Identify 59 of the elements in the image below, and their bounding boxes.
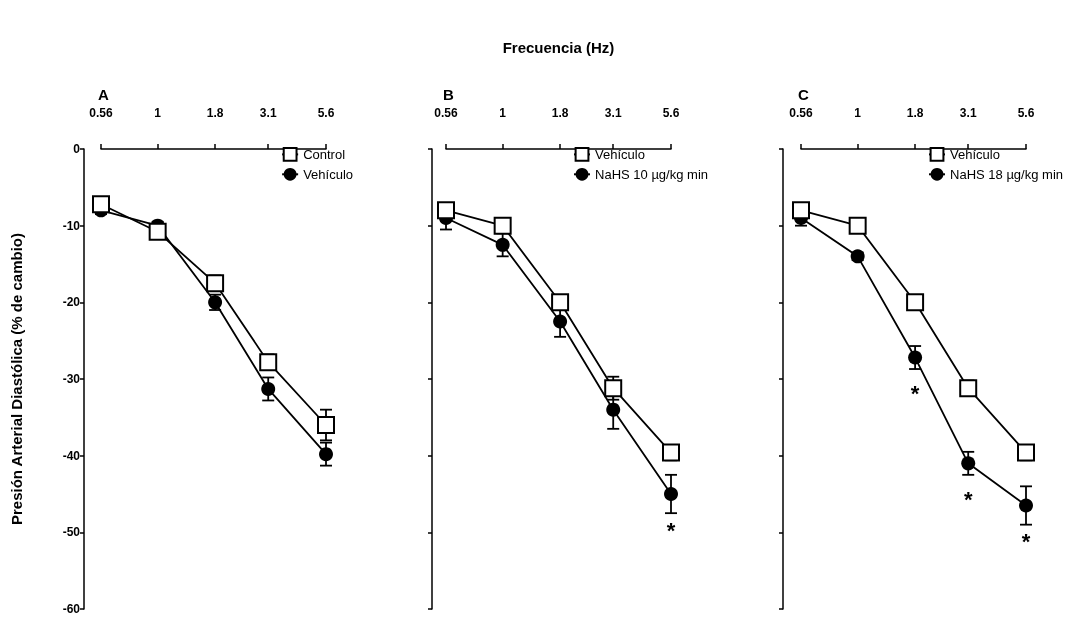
- y-tick-label: -50: [62, 525, 81, 540]
- legend-label: NaHS 18 µg/kg min: [950, 166, 1063, 182]
- point: [848, 216, 867, 235]
- point: [148, 222, 167, 241]
- point: [604, 379, 623, 398]
- point: [959, 379, 978, 398]
- x-tick-label: 1: [854, 106, 862, 120]
- point: [662, 443, 680, 462]
- x-axis-title: Frecuencia (Hz): [502, 39, 615, 56]
- chart-title: B: [443, 86, 454, 103]
- point: [961, 456, 976, 471]
- x-tick-label: 5.6: [317, 106, 335, 120]
- x-tick-label: 3.1: [259, 106, 277, 120]
- annotation: *: [666, 517, 676, 543]
- x-tick-label: 3.1: [604, 106, 622, 120]
- y-tick-label: -20: [62, 295, 81, 310]
- x-tick-label: 0.56: [789, 106, 813, 120]
- x-tick-label: 5.6: [1017, 106, 1035, 120]
- annotation: *: [910, 381, 920, 407]
- point: [664, 487, 678, 501]
- x-tick-label: 1.8: [906, 106, 924, 120]
- legend-label: Vehículo: [595, 146, 645, 162]
- point: [1019, 498, 1033, 513]
- x-tick-label: 1.8: [551, 106, 569, 120]
- legend-label: NaHS 10 µg/kg min: [595, 166, 708, 182]
- chart-title: A: [98, 86, 109, 103]
- point: [92, 195, 110, 214]
- y-tick-label: -10: [62, 218, 81, 233]
- point: [317, 416, 335, 434]
- chart-title: C: [798, 86, 809, 103]
- point: [259, 353, 278, 372]
- point: [1017, 443, 1035, 462]
- x-tick-label: 0.56: [434, 106, 458, 120]
- y-tick-label: -30: [62, 372, 81, 386]
- y-axis-title: Presión Arterial Diastólica (% de cambio): [8, 232, 25, 526]
- point: [206, 274, 225, 293]
- point: [553, 314, 568, 329]
- x-tick-label: 3.1: [959, 106, 977, 120]
- x-tick-label: 5.6: [662, 106, 680, 120]
- y-tick-label: 0: [73, 142, 81, 156]
- point: [551, 293, 570, 312]
- legend-label: Vehículo: [950, 146, 1000, 162]
- point: [261, 381, 276, 396]
- legend-label: Vehículo: [303, 166, 353, 182]
- point: [606, 402, 621, 417]
- legend-label: Control: [303, 146, 346, 162]
- x-tick-label: 0.56: [89, 106, 113, 120]
- point: [908, 350, 923, 365]
- point: [495, 237, 510, 252]
- annotation: *: [1021, 529, 1031, 554]
- annotation: *: [963, 486, 973, 512]
- x-tick-label: 1.8: [206, 106, 224, 120]
- point: [493, 216, 512, 235]
- y-tick-label: -60: [62, 602, 81, 616]
- point: [906, 293, 925, 312]
- x-tick-label: 1: [154, 106, 162, 120]
- x-tick-label: 1: [499, 106, 507, 120]
- y-tick-label: -40: [62, 448, 81, 463]
- point: [319, 447, 333, 462]
